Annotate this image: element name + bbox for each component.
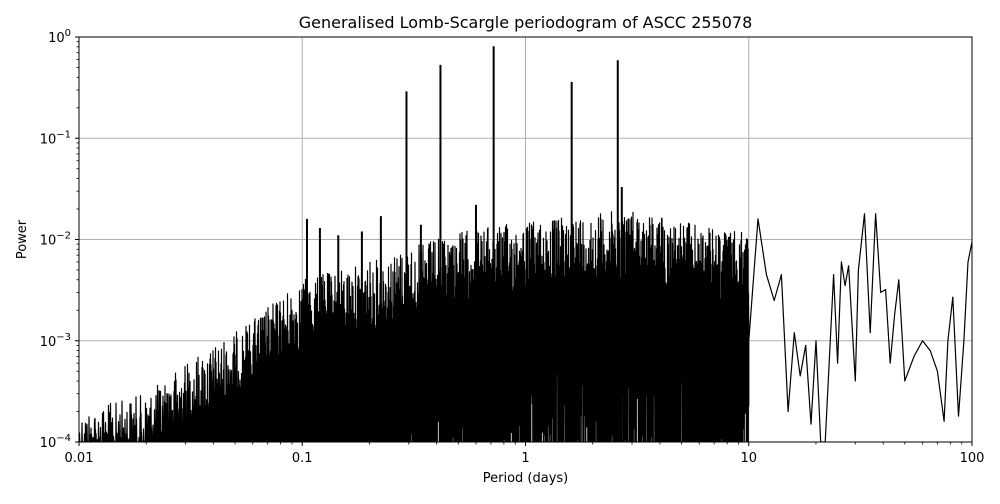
- y-tick-label: 10−2: [40, 231, 71, 249]
- y-tick-label: 100: [48, 28, 71, 46]
- y-tick-label: 10−3: [40, 332, 71, 350]
- x-axis-label: Period (days): [483, 471, 569, 486]
- chart-title: Generalised Lomb-Scargle periodogram of …: [299, 13, 753, 32]
- axis-ticks: 0.01 0.1 1 10 100 100 10−1 10−2 10−3 10−4: [40, 28, 985, 466]
- x-tick-label: 1: [521, 451, 529, 466]
- y-tick-label: 10−1: [40, 129, 71, 147]
- y-tick-label: 10−4: [40, 433, 71, 451]
- x-tick-label: 100: [960, 451, 985, 466]
- x-tick-label: 0.1: [292, 451, 313, 466]
- x-tick-label: 0.01: [65, 451, 94, 466]
- periodogram-line: [79, 46, 972, 442]
- x-tick-label: 10: [740, 451, 757, 466]
- y-axis-label: Power: [15, 219, 30, 259]
